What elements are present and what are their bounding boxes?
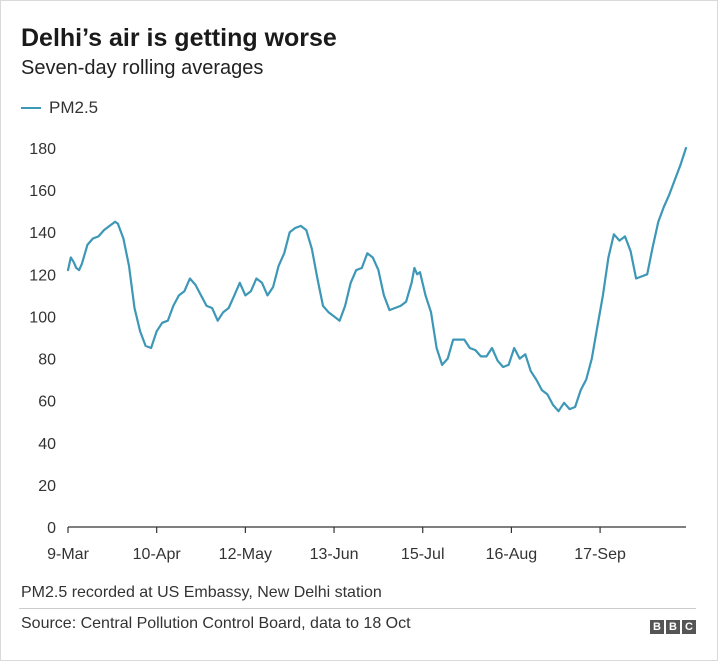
- x-tick-label: 15-Jul: [401, 546, 445, 563]
- x-tick-label: 16-Aug: [486, 546, 538, 563]
- y-tick-label: 80: [38, 352, 56, 369]
- bbc-logo-letter: B: [666, 620, 680, 634]
- legend-label: PM2.5: [49, 98, 99, 117]
- y-tick-label: 20: [38, 478, 56, 495]
- y-tick-label: 60: [38, 394, 56, 411]
- y-tick-label: 120: [29, 267, 56, 284]
- chart-source: Source: Central Pollution Control Board,…: [21, 615, 411, 632]
- legend: PM2.5: [21, 98, 98, 118]
- legend-swatch: [21, 107, 41, 109]
- bbc-logo: B B C: [650, 620, 696, 634]
- footer-divider: [19, 608, 696, 609]
- chart-subtitle: Seven-day rolling averages: [21, 57, 264, 79]
- x-tick-label: 17-Sep: [574, 546, 626, 563]
- x-tick-label: 12-May: [219, 546, 272, 563]
- chart-title: Delhi’s air is getting worse: [21, 24, 337, 52]
- y-tick-label: 140: [29, 225, 56, 242]
- y-tick-label: 0: [47, 520, 56, 537]
- chart-footnote: PM2.5 recorded at US Embassy, New Delhi …: [21, 584, 382, 601]
- bbc-logo-letter: C: [682, 620, 696, 634]
- x-tick-label: 13-Jun: [310, 546, 359, 563]
- y-tick-label: 160: [29, 183, 56, 200]
- y-tick-label: 180: [29, 141, 56, 158]
- x-tick-label: 10-Apr: [133, 546, 182, 563]
- x-tick-label: 9-Mar: [47, 546, 89, 563]
- y-tick-label: 40: [38, 436, 56, 453]
- line-chart: 0 20 40 60 80 100 120 140 160 180 9-Mar 10-Apr 12-Ma…: [29, 141, 688, 563]
- series-line-pm25: [66, 146, 688, 413]
- y-tick-label: 100: [29, 309, 56, 326]
- bbc-logo-letter: B: [650, 620, 664, 634]
